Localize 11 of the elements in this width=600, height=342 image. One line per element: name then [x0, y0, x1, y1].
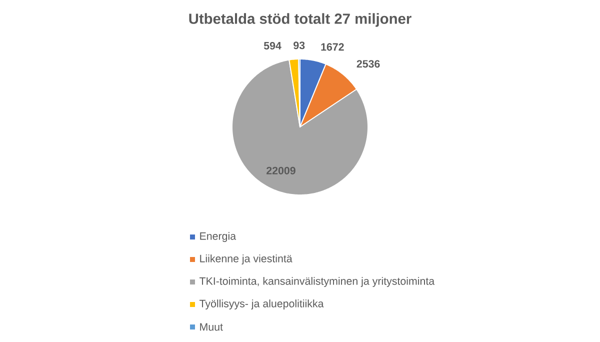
legend-label: Energia [200, 232, 236, 242]
data-label: 594 [264, 42, 282, 50]
data-label: 2536 [356, 60, 380, 68]
data-label: 22009 [266, 166, 296, 174]
legend-label: Liikenne ja viestintä [200, 254, 292, 264]
data-label: 93 [294, 42, 305, 50]
legend-label: Muut [200, 323, 223, 331]
data-label: 1672 [321, 43, 344, 51]
legend-label: TKI-toiminta, kansainvälistyminen ja yritystoiminta [200, 277, 435, 287]
legend-label: Työllisyys- ja aluepolitiikka [200, 300, 324, 310]
chart-title: Utbetalda stöd totalt 27 miljoner [189, 13, 412, 27]
